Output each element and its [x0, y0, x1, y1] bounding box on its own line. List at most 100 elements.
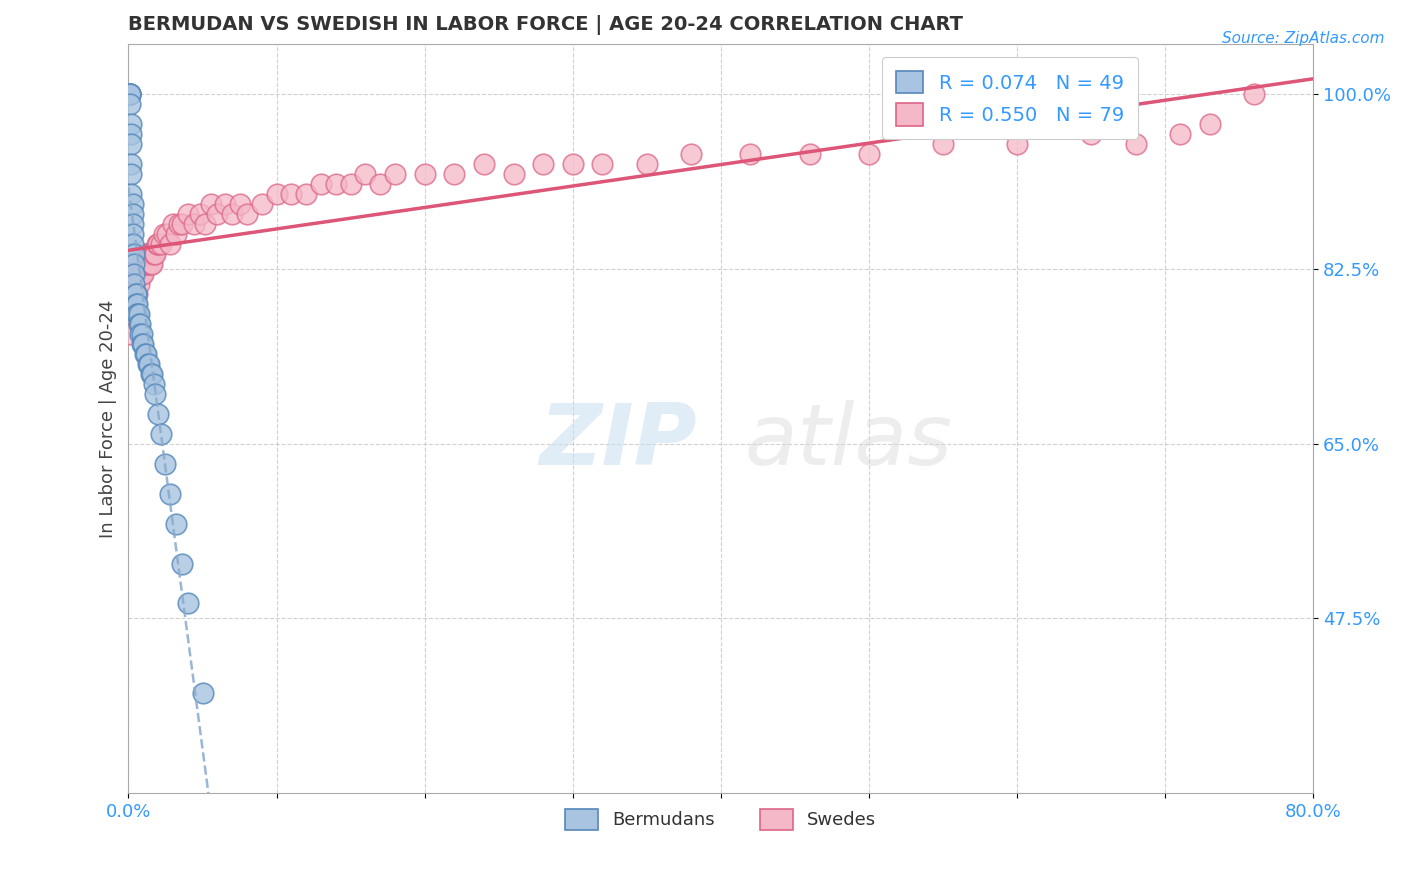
Point: [858, 146, 880, 161]
Point: [128, 267, 150, 281]
Point: [170, 557, 193, 571]
Point: [124, 257, 146, 271]
Point: [636, 157, 658, 171]
Point: [280, 186, 302, 201]
Point: [129, 326, 152, 341]
Point: [188, 207, 211, 221]
Point: [125, 286, 148, 301]
Point: [127, 257, 149, 271]
Point: [127, 307, 149, 321]
Legend: Bermudans, Swedes: Bermudans, Swedes: [558, 802, 883, 837]
Point: [120, 307, 142, 321]
Point: [413, 167, 436, 181]
Point: [118, 87, 141, 101]
Point: [118, 87, 141, 101]
Point: [531, 157, 554, 171]
Point: [145, 236, 167, 251]
Point: [127, 307, 149, 321]
Point: [131, 257, 153, 271]
Point: [443, 167, 465, 181]
Point: [207, 207, 229, 221]
Point: [143, 386, 166, 401]
Point: [124, 277, 146, 291]
Point: [1243, 87, 1265, 101]
Point: [156, 227, 179, 241]
Point: [159, 486, 181, 500]
Point: [132, 267, 155, 281]
Point: [128, 307, 150, 321]
Point: [561, 157, 583, 171]
Point: [165, 227, 187, 241]
Point: [354, 167, 377, 181]
Point: [502, 167, 524, 181]
Point: [131, 267, 153, 281]
Point: [131, 326, 153, 341]
Point: [141, 257, 163, 271]
Point: [250, 196, 273, 211]
Point: [139, 367, 162, 381]
Point: [167, 217, 190, 231]
Point: [118, 87, 141, 101]
Text: ZIP: ZIP: [540, 400, 697, 483]
Point: [146, 407, 169, 421]
Point: [150, 426, 173, 441]
Point: [122, 196, 145, 211]
Point: [141, 367, 163, 381]
Point: [139, 246, 162, 260]
Point: [124, 246, 146, 260]
Point: [799, 146, 821, 161]
Point: [138, 357, 160, 371]
Point: [155, 457, 177, 471]
Point: [127, 296, 149, 310]
Point: [339, 177, 361, 191]
Point: [228, 196, 250, 211]
Point: [122, 296, 145, 310]
Point: [120, 157, 142, 171]
Point: [129, 267, 152, 281]
Point: [191, 686, 214, 700]
Point: [150, 236, 173, 251]
Point: [200, 196, 222, 211]
Point: [129, 317, 152, 331]
Text: Source: ZipAtlas.com: Source: ZipAtlas.com: [1222, 31, 1385, 46]
Point: [1080, 127, 1102, 141]
Point: [122, 227, 145, 241]
Point: [122, 217, 145, 231]
Point: [132, 336, 155, 351]
Point: [681, 146, 703, 161]
Point: [139, 257, 162, 271]
Point: [194, 217, 217, 231]
Point: [165, 516, 187, 531]
Point: [932, 136, 955, 151]
Point: [134, 257, 156, 271]
Point: [591, 157, 613, 171]
Point: [472, 157, 495, 171]
Point: [128, 317, 150, 331]
Point: [325, 177, 347, 191]
Point: [120, 117, 142, 131]
Point: [136, 357, 159, 371]
Point: [740, 146, 762, 161]
Point: [122, 286, 145, 301]
Point: [125, 296, 148, 310]
Point: [142, 246, 165, 260]
Point: [138, 246, 160, 260]
Point: [118, 96, 141, 111]
Point: [125, 267, 148, 281]
Point: [124, 277, 146, 291]
Point: [214, 196, 236, 211]
Point: [134, 246, 156, 260]
Point: [146, 236, 169, 251]
Point: [183, 217, 205, 231]
Point: [266, 186, 288, 201]
Point: [1005, 136, 1028, 151]
Point: [124, 267, 146, 281]
Point: [159, 236, 181, 251]
Point: [135, 257, 157, 271]
Point: [134, 346, 156, 360]
Point: [1168, 127, 1191, 141]
Point: [120, 186, 142, 201]
Point: [221, 207, 243, 221]
Text: BERMUDAN VS SWEDISH IN LABOR FORCE | AGE 20-24 CORRELATION CHART: BERMUDAN VS SWEDISH IN LABOR FORCE | AGE…: [128, 15, 963, 35]
Point: [127, 286, 149, 301]
